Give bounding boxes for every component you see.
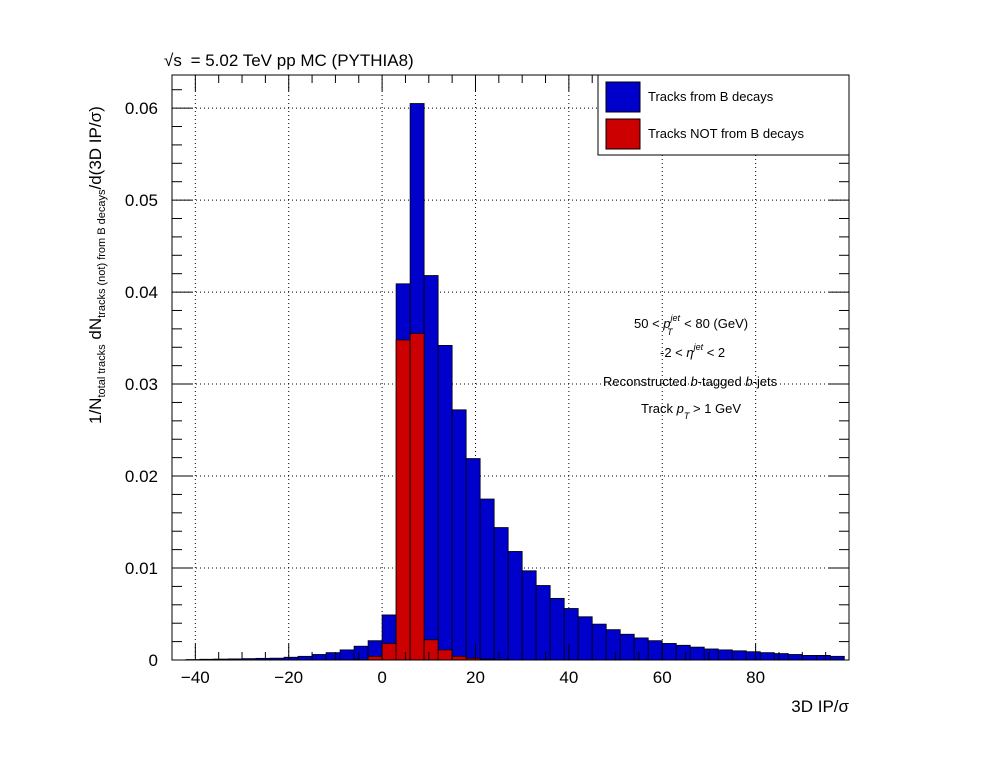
bar-series0-bin22	[493, 527, 509, 661]
bar-series1-bin18	[437, 649, 453, 661]
axis-ticks	[171, 75, 849, 661]
bar-series0-bin39	[731, 650, 747, 661]
x-tick-label-2: 0	[377, 668, 386, 687]
bar-series0-bin25	[535, 585, 551, 661]
bar-series0-bin27	[563, 608, 579, 661]
bar-series0-bin44	[801, 655, 817, 661]
bar-series0-bin29	[591, 623, 607, 661]
sqrt-s-symbol: √s	[164, 51, 182, 70]
bar-series0-bin17	[423, 275, 439, 661]
y-tick-label-4: 0.04	[125, 283, 158, 302]
grid	[172, 75, 849, 661]
plot-frame	[171, 74, 850, 661]
y-tick-label-2: 0.02	[125, 467, 158, 486]
legend-swatch-b-decays	[605, 81, 641, 113]
bar-series0-bin42	[773, 653, 789, 661]
bar-series1-bin15	[395, 339, 411, 661]
x-tick-label-4: 40	[559, 668, 578, 687]
y-tick-label-0: 0	[149, 651, 158, 670]
bar-series0-bin35	[675, 644, 691, 661]
bar-series1-bin17	[423, 639, 439, 661]
bar-series0-bin38	[717, 649, 733, 661]
bar-series0-bin21	[479, 498, 495, 661]
bar-series1-bin14	[381, 643, 397, 661]
bar-series0-bin19	[451, 409, 467, 661]
bar-series0-bin36	[689, 646, 705, 661]
annotations: 50 < pjet T < 80 (GeV) -2 < ηjet < 2 Reco…	[603, 313, 778, 421]
bar-series0-bin9	[311, 654, 327, 661]
chart-title: √s = 5.02 TeV pp MC (PYTHIA8)	[164, 51, 414, 70]
bar-series0-bin24	[521, 570, 537, 661]
bar-series1-bin16	[409, 333, 425, 661]
bar-series0-bin28	[577, 616, 593, 661]
bar-series0-bin46	[829, 655, 845, 661]
x-tick-label-5: 60	[653, 668, 672, 687]
bar-series0-bin30	[605, 629, 621, 661]
x-tick-label-1: −20	[274, 668, 303, 687]
legend-label-b-decays: Tracks from B decays	[648, 89, 774, 104]
bar-series0-bin43	[787, 654, 803, 661]
y-tick-labels: 0 0.01 0.02 0.03 0.04 0.05 0.06	[125, 99, 158, 670]
bar-series0-bin18	[437, 345, 453, 661]
bar-series0-bin33	[647, 640, 663, 661]
x-axis-label: 3D IP/σ	[791, 697, 849, 716]
bar-series0-bin40	[745, 651, 761, 661]
y-axis-label: 1/Ntotal tracks dNtracks (not) from B de…	[86, 106, 108, 424]
x-tick-label-6: 80	[746, 668, 765, 687]
bar-series1-bin19	[451, 655, 467, 661]
bar-series0-bin41	[759, 652, 775, 661]
annotation-b-tagged: Reconstructed b-tagged b-jets	[603, 374, 778, 389]
bar-series0-bin11	[339, 649, 355, 661]
annotation-track-pt: Track pT > 1 GeV	[641, 401, 741, 421]
bar-series0-bin12	[353, 645, 369, 661]
y-tick-label-5: 0.05	[125, 191, 158, 210]
bar-series0-bin31	[619, 633, 635, 661]
bar-series0-bin10	[325, 652, 341, 661]
x-tick-label-3: 20	[466, 668, 485, 687]
bar-series0-bin37	[703, 648, 719, 661]
x-tick-label-0: −40	[181, 668, 210, 687]
bar-series0-bin26	[549, 597, 565, 661]
annotation-jet-eta: -2 < ηjet < 2	[660, 342, 725, 360]
legend-swatch-not-b-decays	[605, 118, 641, 150]
bar-series0-bin45	[815, 655, 831, 661]
bar-series0-bin8	[297, 655, 313, 661]
bar-series0-bin34	[661, 643, 677, 661]
bar-series0-bin32	[633, 637, 649, 661]
legend-label-not-b-decays: Tracks NOT from B decays	[648, 126, 805, 141]
legend: Tracks from B decays Tracks NOT from B d…	[597, 74, 850, 156]
bar-series0-bin20	[465, 458, 481, 661]
chart-title-text: = 5.02 TeV pp MC (PYTHIA8)	[191, 51, 414, 70]
bar-series0-bin23	[507, 551, 523, 661]
y-tick-label-6: 0.06	[125, 99, 158, 118]
y-tick-label-3: 0.03	[125, 375, 158, 394]
x-tick-labels: −40 −20 0 20 40 60 80	[181, 668, 765, 687]
bar-series1-bin13	[367, 655, 383, 661]
y-tick-label-1: 0.01	[125, 559, 158, 578]
annotation-jet-pt: 50 < pjet T < 80 (GeV)	[634, 313, 748, 337]
